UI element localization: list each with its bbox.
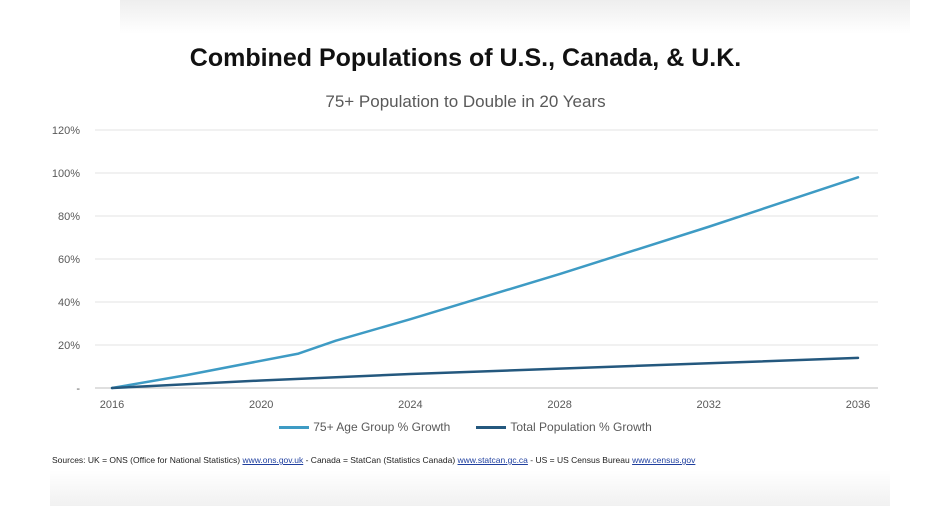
legend-label-1: Total Population % Growth xyxy=(510,420,652,434)
sources-canada-text: - Canada = StatCan (Statistics Canada) xyxy=(303,455,458,465)
bottom-shade xyxy=(50,470,890,506)
legend-swatch-0 xyxy=(279,425,310,429)
y-tick-label-5: 100% xyxy=(52,168,80,180)
census-link[interactable]: www.census.gov xyxy=(632,455,696,465)
x-tick-label-2: 2024 xyxy=(398,399,422,411)
series-line-1 xyxy=(110,356,860,390)
gridlines xyxy=(95,129,878,389)
x-tick-label-5: 2036 xyxy=(846,399,870,411)
sources-note: Sources: UK = ONS (Office for National S… xyxy=(52,455,695,465)
series-lines xyxy=(110,176,860,390)
x-tick-label-4: 2032 xyxy=(697,399,721,411)
sources-us-text: - US = US Census Bureau xyxy=(527,455,633,465)
statcan-link[interactable]: www.statcan.gc.ca xyxy=(457,455,528,465)
legend-item-0: 75+ Age Group % Growth xyxy=(279,420,450,434)
x-tick-label-0: 2016 xyxy=(100,399,124,411)
legend: 75+ Age Group % Growth Total Population %… xyxy=(0,420,931,434)
ons-link[interactable]: www.ons.gov.uk xyxy=(242,455,304,465)
y-tick-label-2: 40% xyxy=(58,297,80,309)
x-tick-label-3: 2028 xyxy=(547,399,571,411)
legend-label-0: 75+ Age Group % Growth xyxy=(313,420,451,434)
sources-prefix: Sources: UK = ONS (Office for National S… xyxy=(52,455,243,465)
series-line-0 xyxy=(110,176,860,390)
legend-swatch-1 xyxy=(476,425,507,429)
y-tick-label-1: 20% xyxy=(58,340,80,352)
chart-title: Combined Populations of U.S., Canada, & … xyxy=(189,44,742,72)
y-tick-label-0: - xyxy=(76,383,80,395)
y-tick-label-3: 60% xyxy=(58,254,80,266)
y-tick-label-6: 120% xyxy=(52,125,80,137)
legend-item-1: Total Population % Growth xyxy=(476,420,652,434)
y-tick-label-4: 80% xyxy=(58,211,80,223)
chart-subtitle: 75+ Population to Double in 20 Years xyxy=(325,92,606,111)
x-tick-label-1: 2020 xyxy=(249,399,273,411)
axis-labels: - 20% 40% 60% 80% 100% 120% 2016 2020 2024 2028 203… xyxy=(52,125,870,411)
line-chart: - 20% 40% 60% 80% 100% 120% 2016 2020 2024 2028 203… xyxy=(52,125,878,411)
top-shade xyxy=(120,0,910,34)
